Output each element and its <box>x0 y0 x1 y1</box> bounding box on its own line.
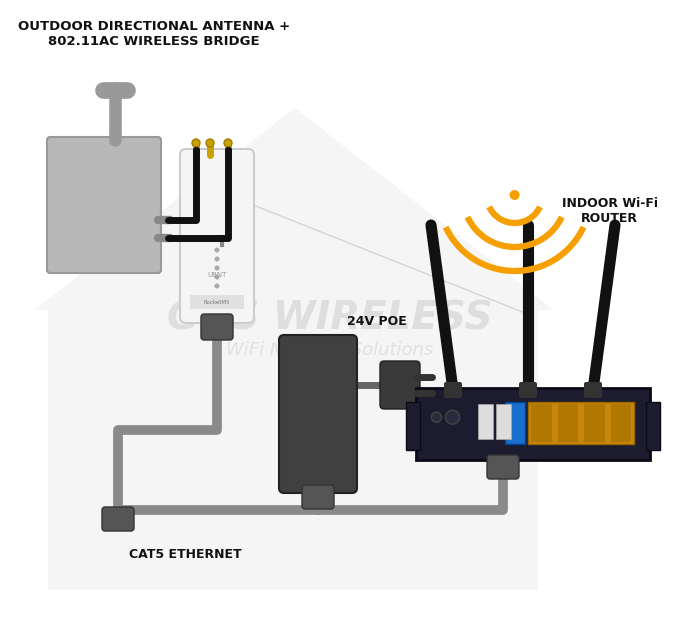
Bar <box>646 402 660 450</box>
FancyBboxPatch shape <box>302 485 334 509</box>
Bar <box>529 402 634 444</box>
Circle shape <box>215 275 219 280</box>
FancyBboxPatch shape <box>519 382 537 398</box>
FancyBboxPatch shape <box>47 137 161 273</box>
FancyBboxPatch shape <box>380 361 420 409</box>
Circle shape <box>224 139 232 147</box>
FancyBboxPatch shape <box>584 382 602 398</box>
Circle shape <box>192 139 200 147</box>
Circle shape <box>446 410 460 424</box>
Bar <box>190 295 244 309</box>
Bar <box>558 404 578 442</box>
FancyBboxPatch shape <box>416 388 650 460</box>
Circle shape <box>215 283 219 288</box>
Bar <box>611 404 631 442</box>
Text: CAT5 ETHERNET: CAT5 ETHERNET <box>129 548 242 561</box>
FancyBboxPatch shape <box>180 149 254 323</box>
Circle shape <box>215 265 219 270</box>
Circle shape <box>510 190 520 200</box>
Text: RocketM5: RocketM5 <box>204 300 230 305</box>
FancyBboxPatch shape <box>444 382 462 398</box>
FancyBboxPatch shape <box>279 335 357 493</box>
Circle shape <box>431 412 442 422</box>
Bar <box>477 404 493 439</box>
FancyBboxPatch shape <box>102 507 134 531</box>
Text: OUTDOOR DIRECTIONAL ANTENNA +
802.11AC WIRELESS BRIDGE: OUTDOOR DIRECTIONAL ANTENNA + 802.11AC W… <box>18 20 290 48</box>
FancyBboxPatch shape <box>487 455 519 479</box>
Bar <box>406 402 420 450</box>
Bar <box>584 404 604 442</box>
Text: WiFi Network Solutions: WiFi Network Solutions <box>226 341 433 359</box>
Bar <box>496 404 511 439</box>
Circle shape <box>215 256 219 261</box>
Text: UBNT: UBNT <box>207 272 227 278</box>
Text: GNS WIRELESS: GNS WIRELESS <box>167 299 493 337</box>
Bar <box>505 402 525 444</box>
Bar <box>531 404 552 442</box>
Bar <box>48 310 538 590</box>
Text: INDOOR Wi-Fi
ROUTER: INDOOR Wi-Fi ROUTER <box>562 197 658 225</box>
FancyBboxPatch shape <box>201 314 233 340</box>
Circle shape <box>215 248 219 253</box>
Text: 24V POE: 24V POE <box>347 315 406 328</box>
Circle shape <box>206 139 214 147</box>
Polygon shape <box>34 108 554 310</box>
